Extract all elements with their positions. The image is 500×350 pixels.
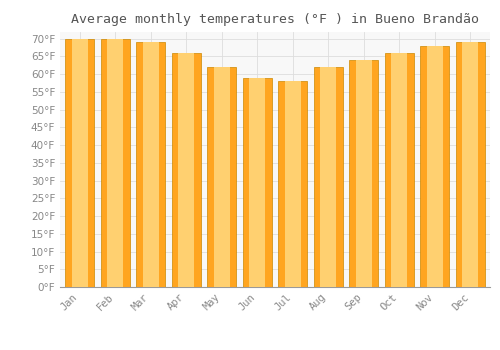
Bar <box>249 78 265 287</box>
Bar <box>392 53 407 287</box>
Bar <box>65 38 94 287</box>
Bar <box>100 38 130 287</box>
Bar <box>107 38 123 287</box>
Bar <box>356 60 372 287</box>
Bar <box>242 78 272 287</box>
Bar <box>207 67 236 287</box>
Bar <box>456 42 485 287</box>
Bar <box>172 53 200 287</box>
Bar <box>178 53 194 287</box>
Bar <box>420 46 450 287</box>
Bar <box>72 38 88 287</box>
Bar <box>278 81 308 287</box>
Bar <box>214 67 230 287</box>
Bar <box>314 67 343 287</box>
Title: Average monthly temperatures (°F ) in Bueno Brandão: Average monthly temperatures (°F ) in Bu… <box>71 13 479 26</box>
Bar <box>385 53 414 287</box>
Bar <box>427 46 443 287</box>
Bar <box>142 42 158 287</box>
Bar <box>320 67 336 287</box>
Bar <box>285 81 301 287</box>
Bar <box>136 42 165 287</box>
Bar <box>462 42 478 287</box>
Bar <box>350 60 378 287</box>
